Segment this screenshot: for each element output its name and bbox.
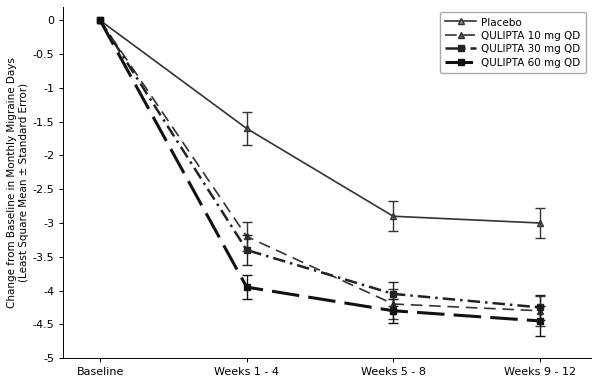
Y-axis label: Change from Baseline in Monthly Migraine Days
(Least Square Mean ± Standard Erro: Change from Baseline in Monthly Migraine…	[7, 57, 29, 308]
Legend: Placebo, QULIPTA 10 mg QD, QULIPTA 30 mg QD, QULIPTA 60 mg QD: Placebo, QULIPTA 10 mg QD, QULIPTA 30 mg…	[440, 12, 586, 73]
